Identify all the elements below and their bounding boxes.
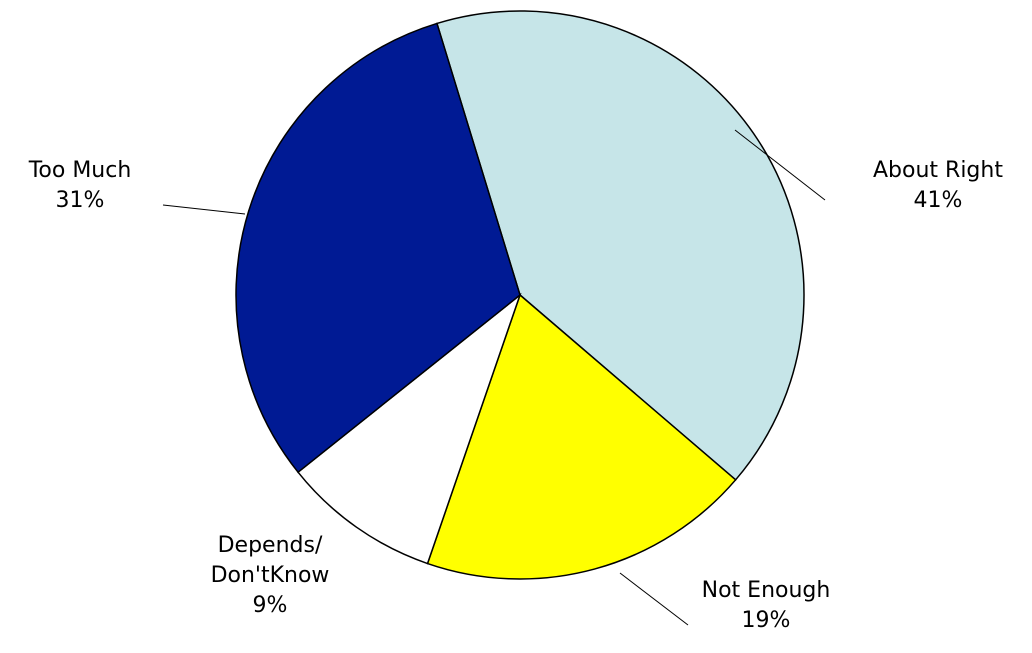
data-label-about-right: About Right 41% — [873, 158, 1003, 213]
data-label-value: 41% — [914, 188, 963, 213]
data-label-value: 31% — [56, 188, 105, 213]
data-label-depends-don-tknow: Depends/Don'tKnow 9% — [211, 533, 330, 618]
pie-slice-about-right — [436, 10, 805, 481]
pie-slice-depends-don-tknow — [296, 292, 522, 565]
pie-slices — [235, 10, 805, 580]
pie-slice-not-enough — [426, 293, 737, 580]
data-label-name: About Right — [873, 158, 1003, 183]
pie-slice-too-much — [235, 22, 521, 474]
data-label-too-much: Too Much 31% — [28, 158, 132, 213]
leader-line-not-enough — [619, 572, 689, 626]
data-label-value: 9% — [253, 593, 288, 618]
leader-lines — [162, 129, 826, 626]
data-label-name: Don'tKnow — [211, 563, 330, 588]
leader-line-about-right — [734, 129, 826, 201]
leader-line-too-much — [162, 204, 246, 215]
data-label-not-enough: Not Enough 19% — [702, 578, 831, 633]
slice-labels: About Right 41% Not Enough 19% Depends/Don't… — [28, 158, 1004, 633]
data-label-name: Depends/ — [218, 533, 323, 558]
data-label-value: 19% — [742, 608, 791, 633]
data-label-name: Not Enough — [702, 578, 831, 603]
data-label-name: Too Much — [28, 158, 132, 183]
